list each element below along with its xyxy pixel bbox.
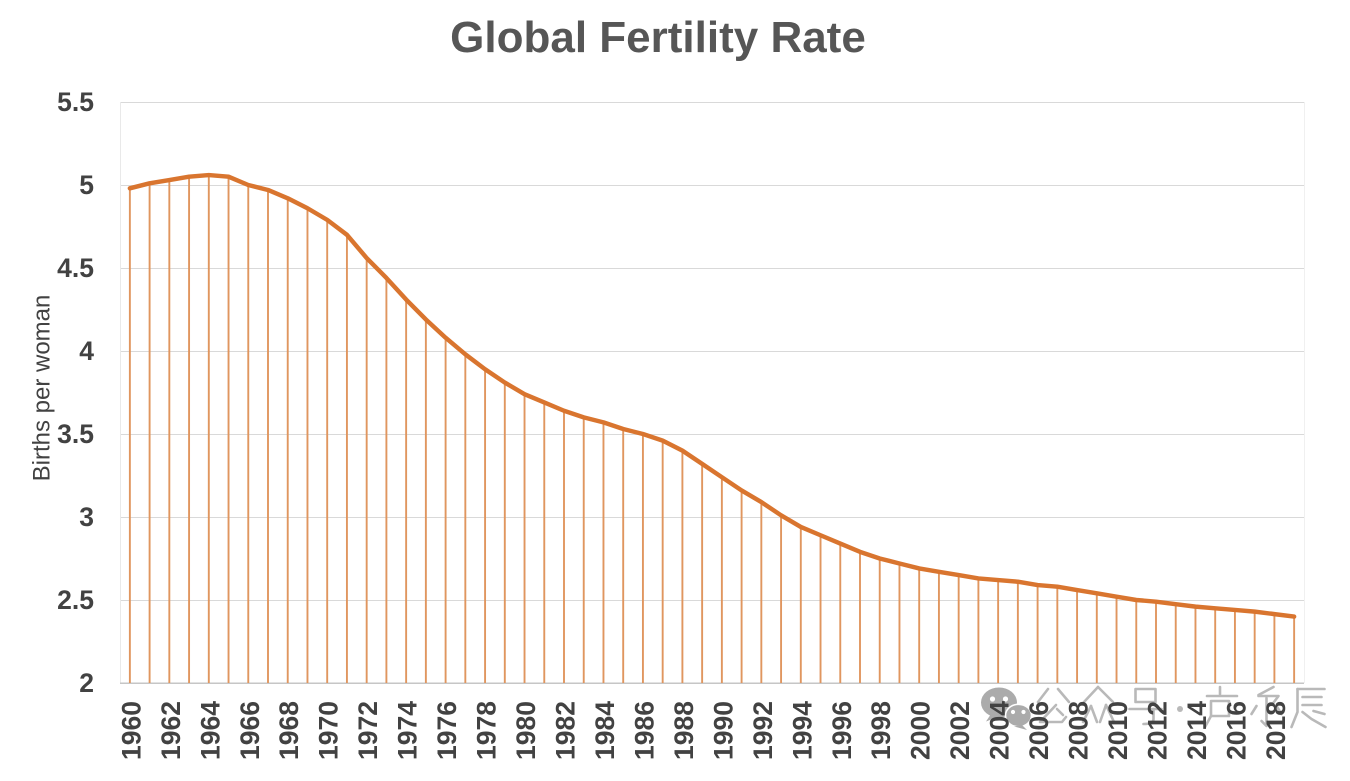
svg-text:1976: 1976 [432, 701, 462, 760]
svg-text:1990: 1990 [708, 701, 738, 760]
svg-text:1980: 1980 [511, 701, 541, 760]
svg-text:1964: 1964 [195, 701, 225, 760]
svg-text:2000: 2000 [906, 701, 936, 760]
svg-text:2018: 2018 [1261, 701, 1291, 760]
svg-text:1988: 1988 [669, 701, 699, 760]
svg-text:4: 4 [79, 336, 94, 366]
svg-text:1968: 1968 [274, 701, 304, 760]
svg-text:2004: 2004 [985, 701, 1015, 760]
svg-text:1998: 1998 [866, 701, 896, 760]
svg-text:2012: 2012 [1143, 701, 1173, 760]
svg-text:2006: 2006 [1024, 701, 1054, 760]
svg-text:2.5: 2.5 [57, 585, 94, 615]
svg-text:5.5: 5.5 [57, 87, 94, 117]
svg-text:2008: 2008 [1064, 701, 1094, 760]
svg-text:1992: 1992 [748, 701, 778, 760]
svg-text:Births per woman: Births per woman [29, 295, 56, 482]
svg-text:2: 2 [79, 668, 94, 698]
svg-text:3: 3 [79, 502, 94, 532]
svg-text:1960: 1960 [116, 701, 146, 760]
svg-text:1966: 1966 [235, 701, 265, 760]
svg-text:4.5: 4.5 [57, 253, 94, 283]
svg-text:1984: 1984 [590, 701, 620, 760]
svg-text:2016: 2016 [1221, 701, 1251, 760]
svg-text:2002: 2002 [945, 701, 975, 760]
svg-text:Global Fertility Rate: Global Fertility Rate [450, 13, 866, 62]
svg-text:1994: 1994 [787, 701, 817, 760]
svg-text:1978: 1978 [472, 701, 502, 760]
svg-text:1970: 1970 [314, 701, 344, 760]
svg-text:2014: 2014 [1182, 701, 1212, 760]
svg-text:1962: 1962 [156, 701, 186, 760]
svg-text:3.5: 3.5 [57, 419, 94, 449]
svg-text:1996: 1996 [827, 701, 857, 760]
svg-text:2010: 2010 [1103, 701, 1133, 760]
svg-text:1974: 1974 [393, 701, 423, 760]
svg-text:5: 5 [79, 170, 94, 200]
svg-text:1972: 1972 [353, 701, 383, 760]
svg-text:1986: 1986 [629, 701, 659, 760]
svg-text:1982: 1982 [551, 701, 581, 760]
